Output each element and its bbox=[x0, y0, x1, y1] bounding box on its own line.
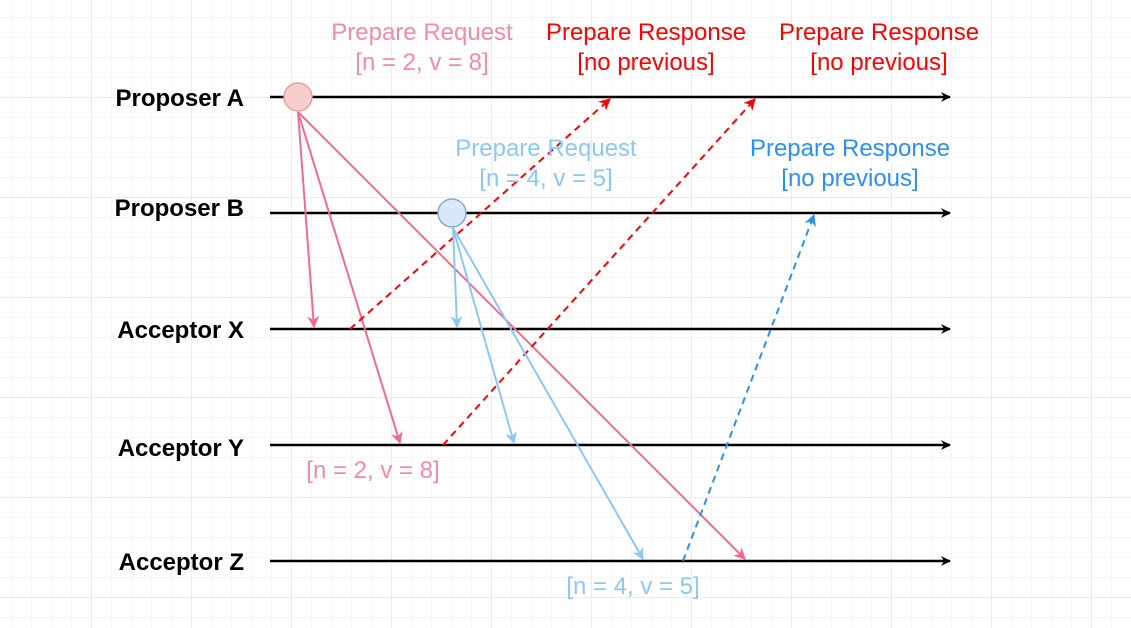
b-request-to-x-arrow bbox=[450, 227, 463, 329]
lane-label-proposer-b: Proposer B bbox=[115, 195, 244, 222]
a-request-to-y-arrow bbox=[297, 111, 403, 445]
a-response2-title: Prepare Response bbox=[779, 19, 979, 46]
y-response-to-a-arrow bbox=[442, 98, 756, 446]
lane-label-proposer-a: Proposer A bbox=[116, 85, 244, 112]
b-response-value: [no previous] bbox=[781, 165, 918, 192]
lane-label-acceptor-z: Acceptor Z bbox=[119, 549, 244, 576]
lane-label-acceptor-x: Acceptor X bbox=[117, 317, 244, 344]
acceptor-z-state: [n = 4, v = 5] bbox=[566, 573, 699, 600]
a-response2-value: [no previous] bbox=[810, 49, 947, 76]
b-request-title: Prepare Request bbox=[455, 135, 637, 162]
a-response1-value: [no previous] bbox=[577, 49, 714, 76]
x-response-to-a-arrow bbox=[349, 98, 611, 330]
lane-label-acceptor-y: Acceptor Y bbox=[118, 435, 244, 462]
acceptor-y-state: [n = 2, v = 8] bbox=[306, 457, 439, 484]
z-response-to-b-arrow bbox=[682, 213, 816, 562]
proposer-b-node bbox=[437, 198, 467, 228]
a-request-value: [n = 2, v = 8] bbox=[355, 49, 488, 76]
a-request-to-x-arrow bbox=[297, 111, 320, 329]
a-request-title: Prepare Request bbox=[331, 19, 513, 46]
b-request-value: [n = 4, v = 5] bbox=[479, 165, 612, 192]
a-request-to-z-arrow bbox=[297, 111, 746, 560]
b-request-to-y-arrow bbox=[452, 227, 517, 445]
b-request-to-z-arrow bbox=[452, 227, 644, 561]
b-response-title: Prepare Response bbox=[750, 135, 950, 162]
proposer-a-node bbox=[283, 82, 313, 112]
a-response1-title: Prepare Response bbox=[546, 19, 746, 46]
